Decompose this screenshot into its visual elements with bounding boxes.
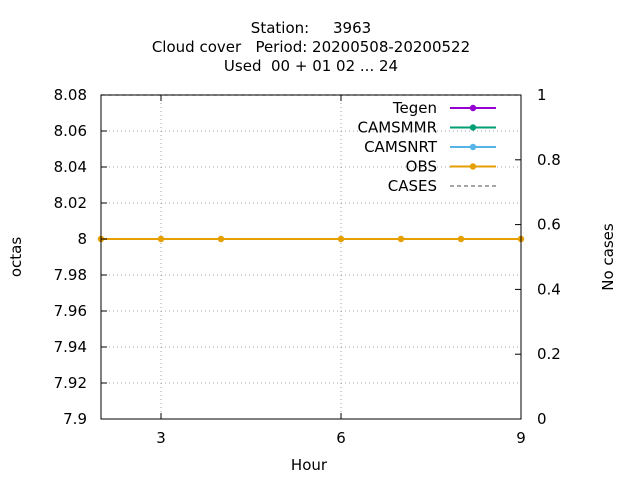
- y-tick-label: 8.06: [54, 122, 87, 140]
- y2-tick-label: 0.6: [537, 216, 561, 234]
- plot-frame: [100, 94, 522, 420]
- chart-title-line: Station: 3963: [251, 19, 371, 37]
- chart-title-line: Used 00 + 01 02 ... 24: [224, 57, 398, 75]
- chart-title-line: Cloud cover Period: 20200508-20200522: [152, 38, 470, 56]
- legend-label: CASES: [388, 177, 437, 195]
- legend-swatch-marker: [469, 163, 477, 170]
- grid: [101, 95, 521, 419]
- legend-label: Tegen: [392, 99, 437, 117]
- y-axis-label: octas: [7, 237, 25, 277]
- y2-tick-label: 0.8: [537, 151, 561, 169]
- data-point-obs: [157, 235, 165, 243]
- y-tick-label: 8.04: [54, 158, 87, 176]
- data-point-obs: [397, 235, 405, 243]
- y-tick-label: 7.92: [54, 374, 87, 392]
- y-tick-label: 7.98: [54, 266, 87, 284]
- x-tick-label: 3: [156, 429, 166, 447]
- data-point-obs: [337, 235, 345, 243]
- x-tick-label: 6: [336, 429, 346, 447]
- y-tick-label: 7.9: [63, 410, 87, 428]
- legend-swatch-marker: [469, 124, 477, 131]
- data-point-obs: [457, 235, 465, 243]
- legend-label: CAMSNRT: [364, 138, 438, 156]
- y2-tick-label: 0: [537, 410, 547, 428]
- y-tick-label: 8.02: [54, 194, 87, 212]
- data-point-obs: [217, 235, 225, 243]
- y-tick-label: 7.94: [54, 338, 87, 356]
- x-axis-label: Hour: [291, 456, 328, 474]
- series-layer: [97, 94, 525, 243]
- axis-ticks: 3 6 9 7.9 7.92 7.94 7.96 7.98 8 8.02 8.04 8.06 8.08 0…: [54, 86, 561, 447]
- y2-tick-label: 0.2: [537, 345, 561, 363]
- x-tick-label: 9: [516, 429, 526, 447]
- y2-tick-label: 0.4: [537, 280, 561, 298]
- legend-label: OBS: [406, 158, 437, 176]
- y-tick-label: 8: [77, 230, 87, 248]
- y2-axis-label: No cases: [599, 223, 617, 291]
- legend-label: CAMSMMR: [357, 119, 437, 137]
- y-tick-label: 7.96: [54, 302, 87, 320]
- y-tick-label: 8.08: [54, 86, 87, 104]
- y2-tick-label: 1: [537, 86, 547, 104]
- legend-swatch-marker: [469, 104, 477, 112]
- legend-swatch-marker: [469, 143, 477, 151]
